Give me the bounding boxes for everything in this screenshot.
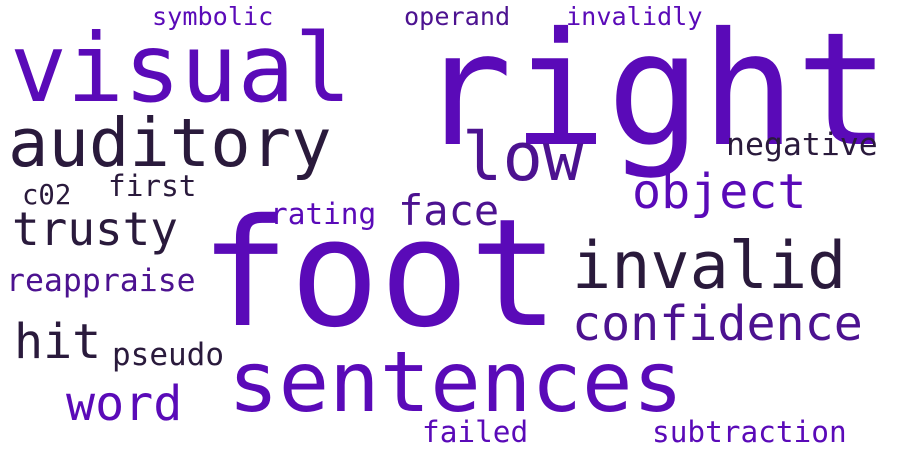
word-c02: c02 [22,180,72,211]
word-right: right [418,0,890,181]
word-sentences: sentences [228,333,684,431]
word-word: word [66,376,183,432]
word-negative: negative [726,127,878,163]
word-trusty: trusty [12,202,178,256]
word-low: low [462,118,584,196]
word-pseudo: pseudo [112,337,224,373]
word-object: object [632,164,807,220]
word-hit: hit [14,314,102,370]
word-invalid: invalid [572,229,847,304]
word-first: first [108,169,197,203]
word-reappraise: reappraise [6,263,196,299]
word-visual: visual [10,14,352,124]
word-foot: foot [200,188,560,361]
word-failed: failed [422,415,529,449]
word-operand: operand [404,2,511,31]
word-symbolic: symbolic [152,2,274,31]
word-rating: rating [270,197,377,231]
word-confidence: confidence [572,296,863,352]
word-face: face [398,186,500,235]
word-subtraction: subtraction [652,415,847,449]
word-invalidly: invalidly [566,2,703,31]
word-auditory: auditory [8,104,332,182]
